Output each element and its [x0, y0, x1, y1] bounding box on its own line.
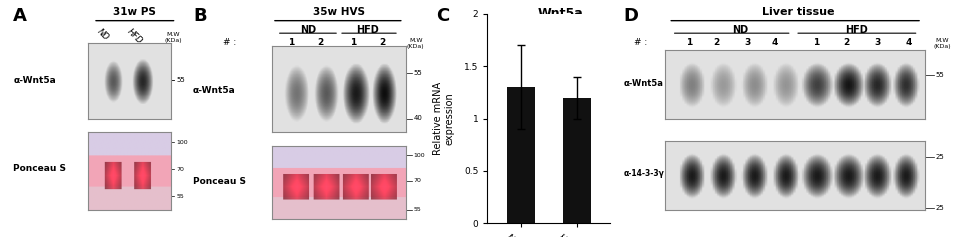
Text: ND: ND	[732, 25, 748, 35]
Text: 2: 2	[713, 38, 719, 47]
Text: # :: # :	[634, 38, 648, 47]
Text: 25: 25	[936, 205, 945, 211]
Text: Ponceau S: Ponceau S	[14, 164, 66, 173]
Text: 55: 55	[936, 72, 945, 78]
Text: α-Wnt5a: α-Wnt5a	[14, 77, 56, 86]
Text: HFD: HFD	[845, 25, 868, 35]
Text: 1: 1	[288, 38, 294, 47]
Text: 2: 2	[843, 38, 850, 47]
Text: 1: 1	[685, 38, 692, 47]
Text: M.W
(KDa): M.W (KDa)	[407, 38, 425, 49]
Text: 35w HVS: 35w HVS	[313, 7, 365, 17]
Text: α-Wnt5a: α-Wnt5a	[193, 86, 235, 95]
Text: ND: ND	[300, 25, 316, 35]
Text: Ponceau S: Ponceau S	[193, 177, 246, 186]
Text: 2: 2	[379, 38, 385, 47]
Text: M.W
(KDa): M.W (KDa)	[165, 32, 182, 43]
Text: 1: 1	[812, 38, 819, 47]
Text: Liver tissue: Liver tissue	[763, 7, 834, 17]
Text: 3: 3	[874, 38, 881, 47]
Text: α-14-3-3γ: α-14-3-3γ	[623, 169, 665, 178]
Text: 2: 2	[317, 38, 323, 47]
Text: Relative mRNA
expression: Relative mRNA expression	[433, 82, 454, 155]
Text: 31w PS: 31w PS	[113, 7, 156, 17]
Text: 100: 100	[413, 153, 425, 158]
Text: 4: 4	[771, 38, 777, 47]
Text: 100: 100	[176, 140, 188, 145]
Text: α-Wnt5a: α-Wnt5a	[623, 79, 664, 88]
Text: 70: 70	[176, 167, 184, 172]
Text: 4: 4	[905, 38, 912, 47]
Text: HFD: HFD	[126, 27, 144, 46]
Text: D: D	[623, 7, 639, 25]
Text: M.W
(KDa): M.W (KDa)	[934, 38, 952, 49]
Text: Wnt5a
(Liver): Wnt5a (Liver)	[537, 7, 584, 35]
Text: 40: 40	[413, 115, 422, 122]
Text: 25: 25	[936, 154, 945, 160]
Text: 55: 55	[413, 70, 422, 76]
Text: 70: 70	[413, 178, 421, 183]
Text: 55: 55	[176, 77, 185, 83]
Text: 55: 55	[176, 194, 184, 199]
Text: # :: # :	[223, 38, 236, 47]
Text: 55: 55	[413, 207, 421, 212]
Text: 1: 1	[350, 38, 356, 47]
Text: 3: 3	[744, 38, 750, 47]
Text: ND: ND	[96, 27, 111, 43]
Text: B: B	[193, 7, 206, 25]
Text: A: A	[14, 7, 27, 25]
Text: C: C	[436, 7, 449, 25]
Text: HFD: HFD	[356, 25, 379, 35]
